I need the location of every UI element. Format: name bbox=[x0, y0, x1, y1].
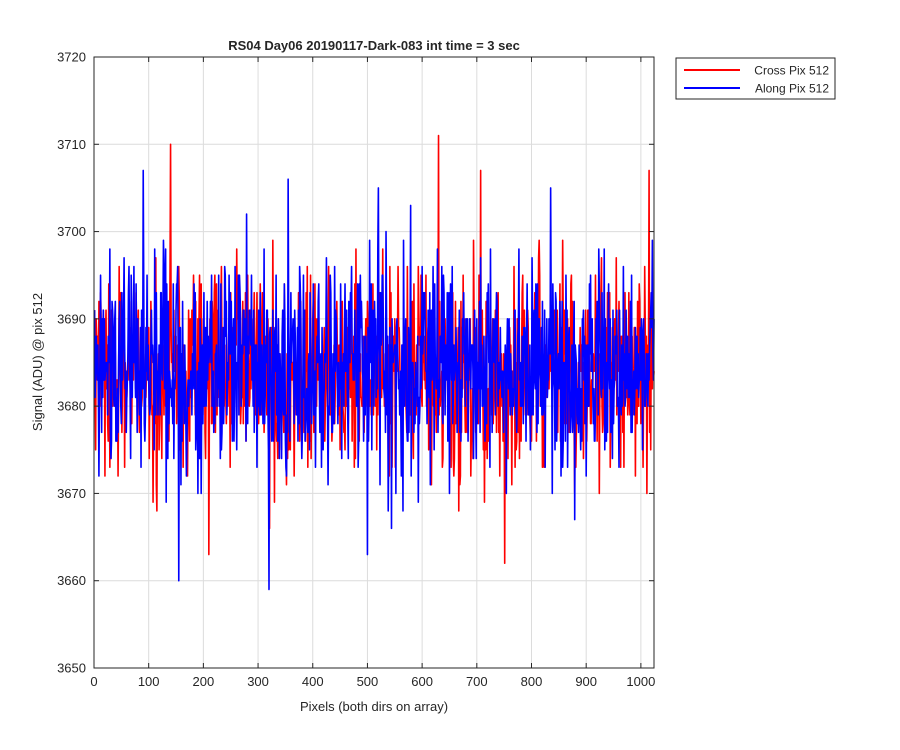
y-tick-label: 3680 bbox=[57, 399, 86, 414]
y-tick-label: 3720 bbox=[57, 50, 86, 65]
x-tick-label: 400 bbox=[302, 674, 324, 689]
x-tick-label: 100 bbox=[138, 674, 160, 689]
legend-label-along: Along Pix 512 bbox=[755, 82, 829, 96]
y-axis-label: Signal (ADU) @ pix 512 bbox=[30, 293, 45, 431]
y-tick-label: 3710 bbox=[57, 137, 86, 152]
plot-frame bbox=[93, 56, 655, 669]
x-tick-label: 900 bbox=[575, 674, 597, 689]
y-tick-label: 3650 bbox=[57, 661, 86, 676]
x-tick-label: 800 bbox=[521, 674, 543, 689]
x-tick-label: 600 bbox=[411, 674, 433, 689]
x-tick-label: 300 bbox=[247, 674, 269, 689]
x-tick-label: 500 bbox=[357, 674, 379, 689]
legend-box bbox=[675, 57, 836, 100]
y-tick-label: 3690 bbox=[57, 311, 86, 326]
series-line-along-pix-512 bbox=[93, 169, 655, 591]
x-tick-label: 200 bbox=[193, 674, 215, 689]
legend: Cross Pix 512 Along Pix 512 bbox=[675, 57, 836, 100]
series-layer bbox=[93, 134, 655, 591]
x-tick-label: 1000 bbox=[626, 674, 655, 689]
y-tick-label: 3700 bbox=[57, 224, 86, 239]
y-tick-label: 3670 bbox=[57, 486, 86, 501]
x-axis-label: Pixels (both dirs on array) bbox=[300, 699, 448, 714]
x-tick-label: 700 bbox=[466, 674, 488, 689]
y-tick-label: 3660 bbox=[57, 573, 86, 588]
legend-label-cross: Cross Pix 512 bbox=[754, 64, 829, 78]
chart-title: RS04 Day06 20190117-Dark-083 int time = … bbox=[228, 38, 520, 53]
x-tick-label: 0 bbox=[90, 674, 97, 689]
ticks: 0 100 200 300 400 500 600 700 800 900 1000 3650 3660… bbox=[57, 50, 655, 690]
